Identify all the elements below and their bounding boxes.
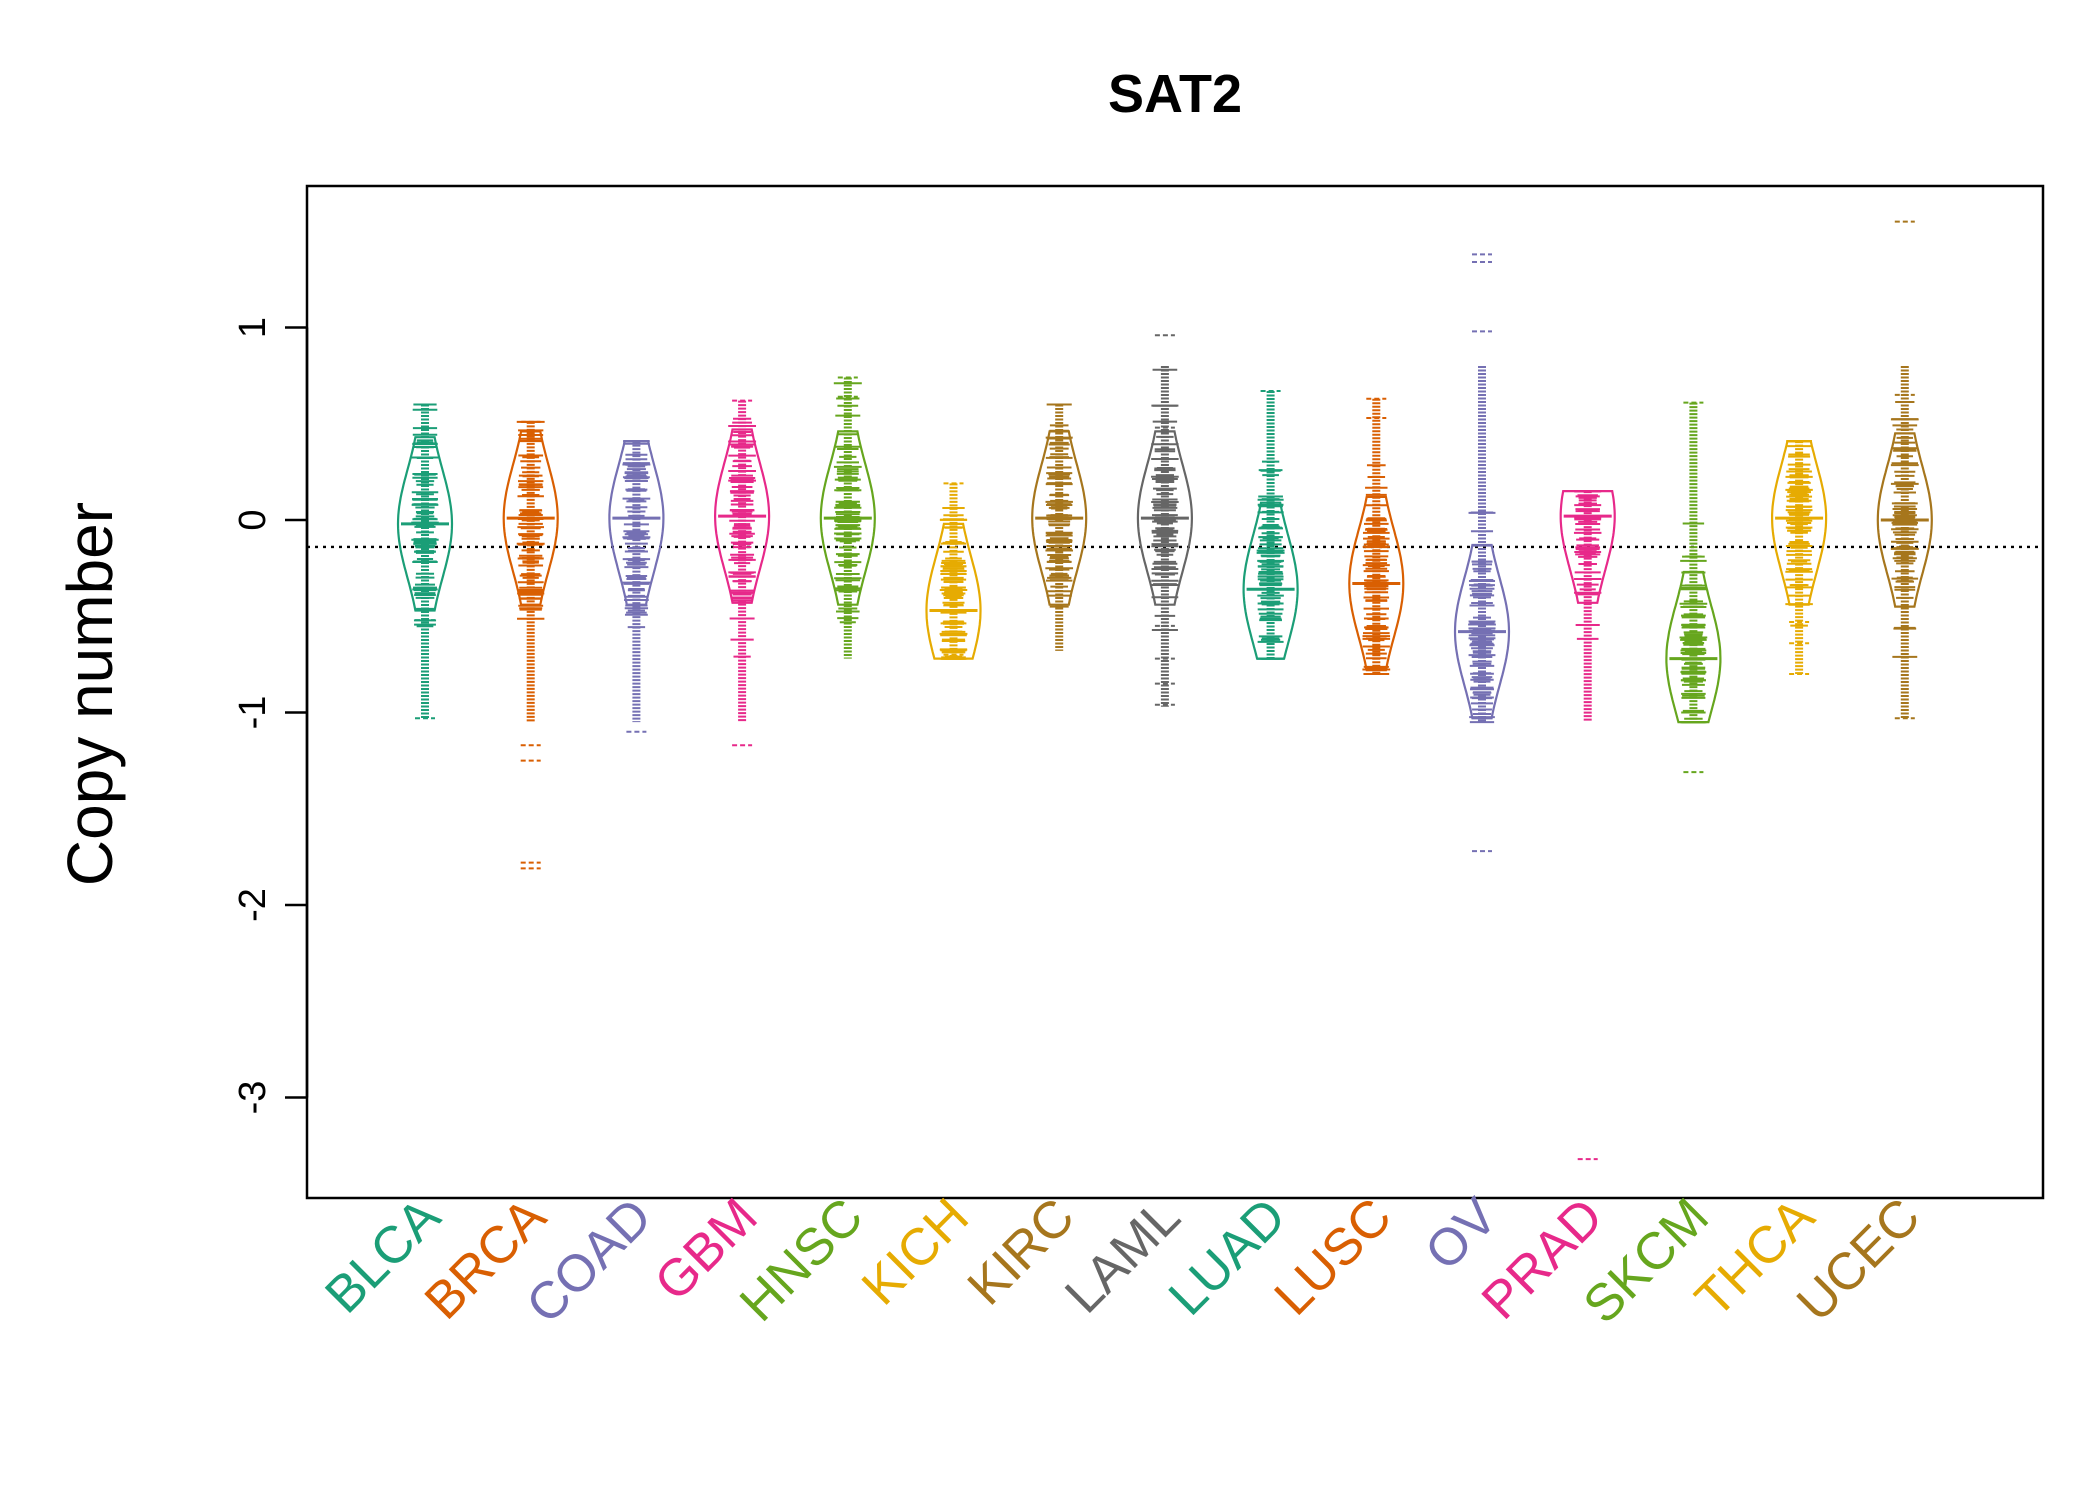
y-tick-label: -1: [232, 696, 274, 730]
y-axis-label: Copy number: [54, 502, 126, 886]
bean-thca: [1770, 440, 1828, 675]
bean-brca: [502, 420, 559, 870]
plot-frame: [305, 184, 2045, 1200]
bean-hnsc: [819, 376, 876, 659]
bean-coad: [608, 440, 665, 733]
y-tick-label: -3: [232, 1081, 274, 1115]
y-tick-label: 1: [232, 317, 274, 338]
x-label-ucec: UCEC: [1786, 1187, 1931, 1332]
bean-density: [713, 428, 771, 604]
bean-blca: [396, 403, 454, 720]
bean-skcm: [1665, 401, 1722, 774]
bean-laml: [1136, 334, 1194, 707]
bean-ucec: [1876, 220, 1933, 720]
bean-density: [1136, 430, 1194, 606]
bean-density: [819, 430, 876, 606]
x-label-hnsc: HNSC: [729, 1187, 874, 1332]
bean-kirc: [1031, 403, 1088, 651]
bean-ov: [1453, 253, 1511, 853]
bean-density: [396, 436, 454, 612]
x-label-luad: LUAD: [1158, 1187, 1297, 1326]
bean-density: [925, 522, 982, 660]
bean-density: [1665, 570, 1722, 724]
x-label-laml: LAML: [1054, 1187, 1191, 1324]
y-axis: 1 0 -1 -2 -3: [232, 317, 309, 1115]
bean-kich: [925, 482, 982, 660]
bean-density: [1876, 432, 1933, 608]
beans: [396, 220, 1933, 1161]
bean-density: [1559, 490, 1616, 604]
bean-lusc: [1348, 397, 1405, 675]
y-tick-label: -2: [232, 888, 274, 922]
x-label-lusc: LUSC: [1264, 1187, 1403, 1326]
y-tick-label: 0: [232, 509, 274, 530]
bean-gbm: [713, 399, 771, 747]
bean-density: [1453, 543, 1511, 720]
bean-prad: [1559, 490, 1616, 1161]
bean-density: [502, 430, 559, 606]
x-label-kirc: KIRC: [957, 1187, 1086, 1316]
bean-density: [1031, 430, 1088, 606]
bean-luad: [1242, 390, 1299, 660]
chart-title: SAT2: [1108, 64, 1242, 124]
x-label-kich: KICH: [851, 1187, 980, 1316]
